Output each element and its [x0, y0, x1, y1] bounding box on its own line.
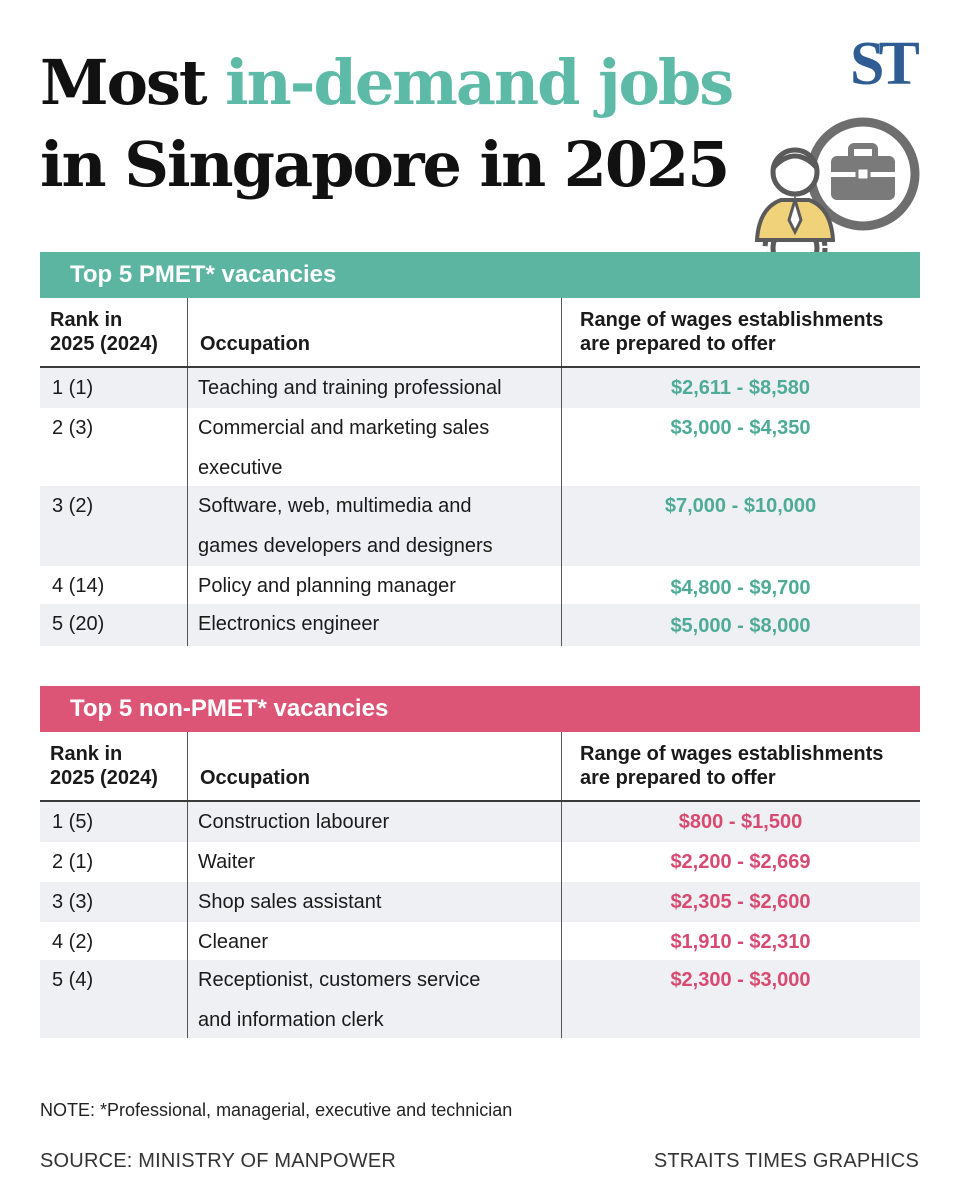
column-divider — [561, 298, 562, 366]
column-divider — [187, 368, 188, 646]
table-row: 2 (1) Waiter $2,200 - $2,669 — [52, 851, 811, 873]
column-divider — [187, 732, 188, 800]
table-row: 4 (14) Policy and planning manager $4,80… — [52, 575, 811, 599]
table-row: 1 (1) Teaching and training professional… — [40, 368, 920, 408]
table-row: 3 (2) Software, web, multimedia and games… — [40, 486, 920, 566]
pmet-section-title: Top 5 PMET* vacancies — [40, 252, 920, 298]
table-row: 1 (5) Construction labourer $800 - $1,50… — [40, 802, 920, 842]
column-divider — [187, 298, 188, 366]
column-divider — [561, 732, 562, 800]
table-row: 4 (2) Cleaner $1,910 - $2,310 — [52, 931, 811, 953]
nonpmet-section-title: Top 5 non-PMET* vacancies — [40, 686, 920, 732]
wage-header: Range of wages establishments are prepar… — [580, 309, 884, 355]
rank-header: Rank in 2025 (2024) — [50, 309, 158, 355]
table-row: 2 (3) Commercial and marketing sales exec… — [52, 417, 811, 479]
occupation-header: Occupation — [200, 333, 311, 355]
column-divider — [561, 802, 562, 1038]
rank-header: Rank in 2025 (2024) — [50, 743, 158, 789]
title-line2: in Singapore in 2025 — [40, 128, 730, 201]
table-row: 5 (20) Electronics engineer $5,000 - $8,… — [40, 604, 920, 646]
column-divider — [561, 368, 562, 646]
page-title: Most in-demand jobs in Singapore in 2025 — [40, 42, 800, 206]
worker-briefcase-gear-icon — [754, 117, 920, 280]
title-highlight: in-demand jobs — [225, 46, 734, 119]
graphics-credit: STRAITS TIMES GRAPHICS — [653, 1150, 919, 1172]
title-part1: Most — [40, 46, 226, 119]
source-credit: SOURCE: MINISTRY OF MANPOWER — [40, 1150, 397, 1172]
table-row: 3 (3) Shop sales assistant $2,305 - $2,6… — [40, 882, 920, 922]
footnote: NOTE: *Professional, managerial, executi… — [40, 1100, 513, 1120]
occupation-header: Occupation — [200, 767, 311, 789]
column-divider — [187, 802, 188, 1038]
wage-header: Range of wages establishments are prepar… — [580, 743, 884, 789]
pmet-table-header: Rank in 2025 (2024) Occupation Range of … — [40, 298, 920, 368]
nonpmet-table: Rank in 2025 (2024) Occupation Range of … — [40, 732, 920, 1038]
pmet-table: Rank in 2025 (2024) Occupation Range of … — [40, 298, 920, 646]
table-row: 5 (4) Receptionist, customers service and… — [40, 960, 920, 1038]
nonpmet-table-header: Rank in 2025 (2024) Occupation Range of … — [40, 732, 920, 802]
st-logo: ST — [850, 30, 920, 98]
